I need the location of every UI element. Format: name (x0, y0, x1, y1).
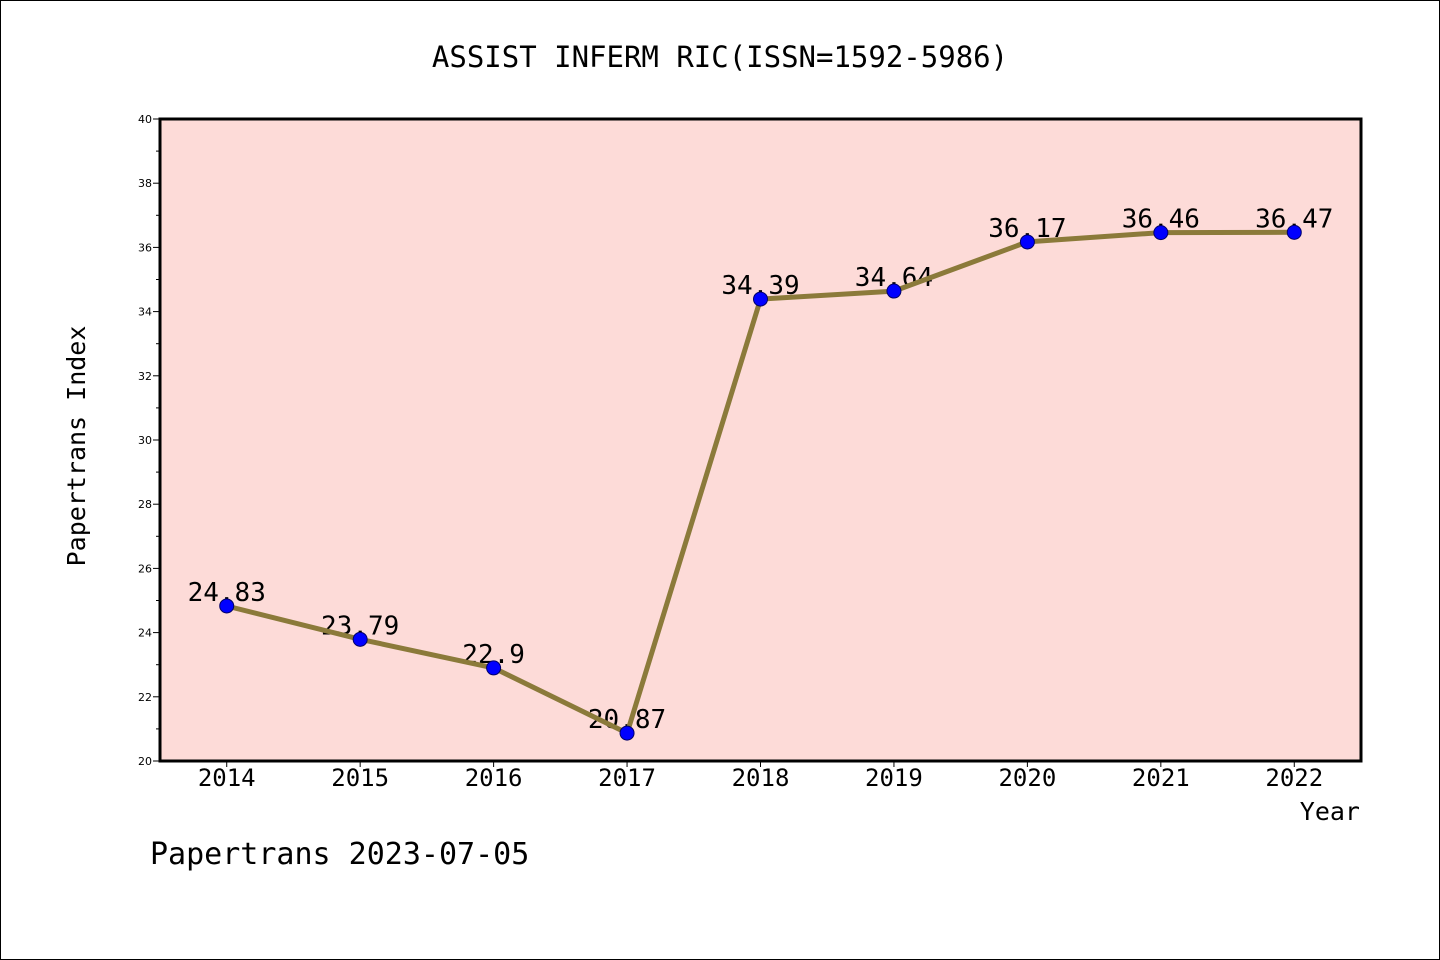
y-tick-label: 22 (138, 691, 152, 704)
x-tick-label: 2021 (1132, 764, 1190, 792)
x-axis-label: Year (1300, 797, 1360, 826)
y-tick-label: 24 (138, 627, 152, 640)
chart-title: ASSIST INFERM RIC(ISSN=1592-5986) (432, 40, 1008, 74)
data-point (619, 725, 635, 741)
x-tick-label: 2014 (198, 764, 256, 792)
x-tick-label: 2020 (998, 764, 1056, 792)
data-point (1019, 234, 1035, 250)
y-axis-label: Papertrans Index (62, 326, 91, 567)
y-tick-label: 32 (138, 370, 152, 383)
y-tick-label: 40 (138, 113, 152, 126)
x-tick-label: 2022 (1265, 764, 1323, 792)
data-point (352, 631, 368, 647)
data-point (886, 283, 902, 299)
data-point (753, 291, 768, 307)
footer-text: Papertrans 2023-07-05 (150, 837, 529, 872)
plot-border (158, 117, 1363, 763)
y-tick-label: 26 (138, 562, 152, 575)
x-axis: 2014 2015 2016 2017 2018 2019 2020 2021 2022 (198, 761, 1323, 792)
data-point (219, 598, 235, 614)
x-tick-label: 2016 (465, 764, 523, 792)
x-tick-label: 2018 (732, 764, 790, 792)
data-point (486, 660, 502, 676)
y-tick-label: 28 (138, 498, 152, 511)
y-tick-label: 38 (138, 177, 152, 190)
data-point (1286, 224, 1302, 240)
data-points (219, 224, 1302, 741)
y-tick-label: 30 (138, 434, 152, 447)
y-axis: 20 22 24 26 28 30 32 34 36 38 40 (138, 113, 160, 768)
data-point (1153, 225, 1169, 241)
y-tick-label: 20 (138, 755, 152, 768)
y-tick-label: 34 (138, 306, 152, 319)
x-tick-label: 2017 (598, 764, 656, 792)
y-tick-label: 36 (138, 241, 152, 254)
x-tick-label: 2019 (865, 764, 923, 792)
x-tick-label: 2015 (331, 764, 389, 792)
